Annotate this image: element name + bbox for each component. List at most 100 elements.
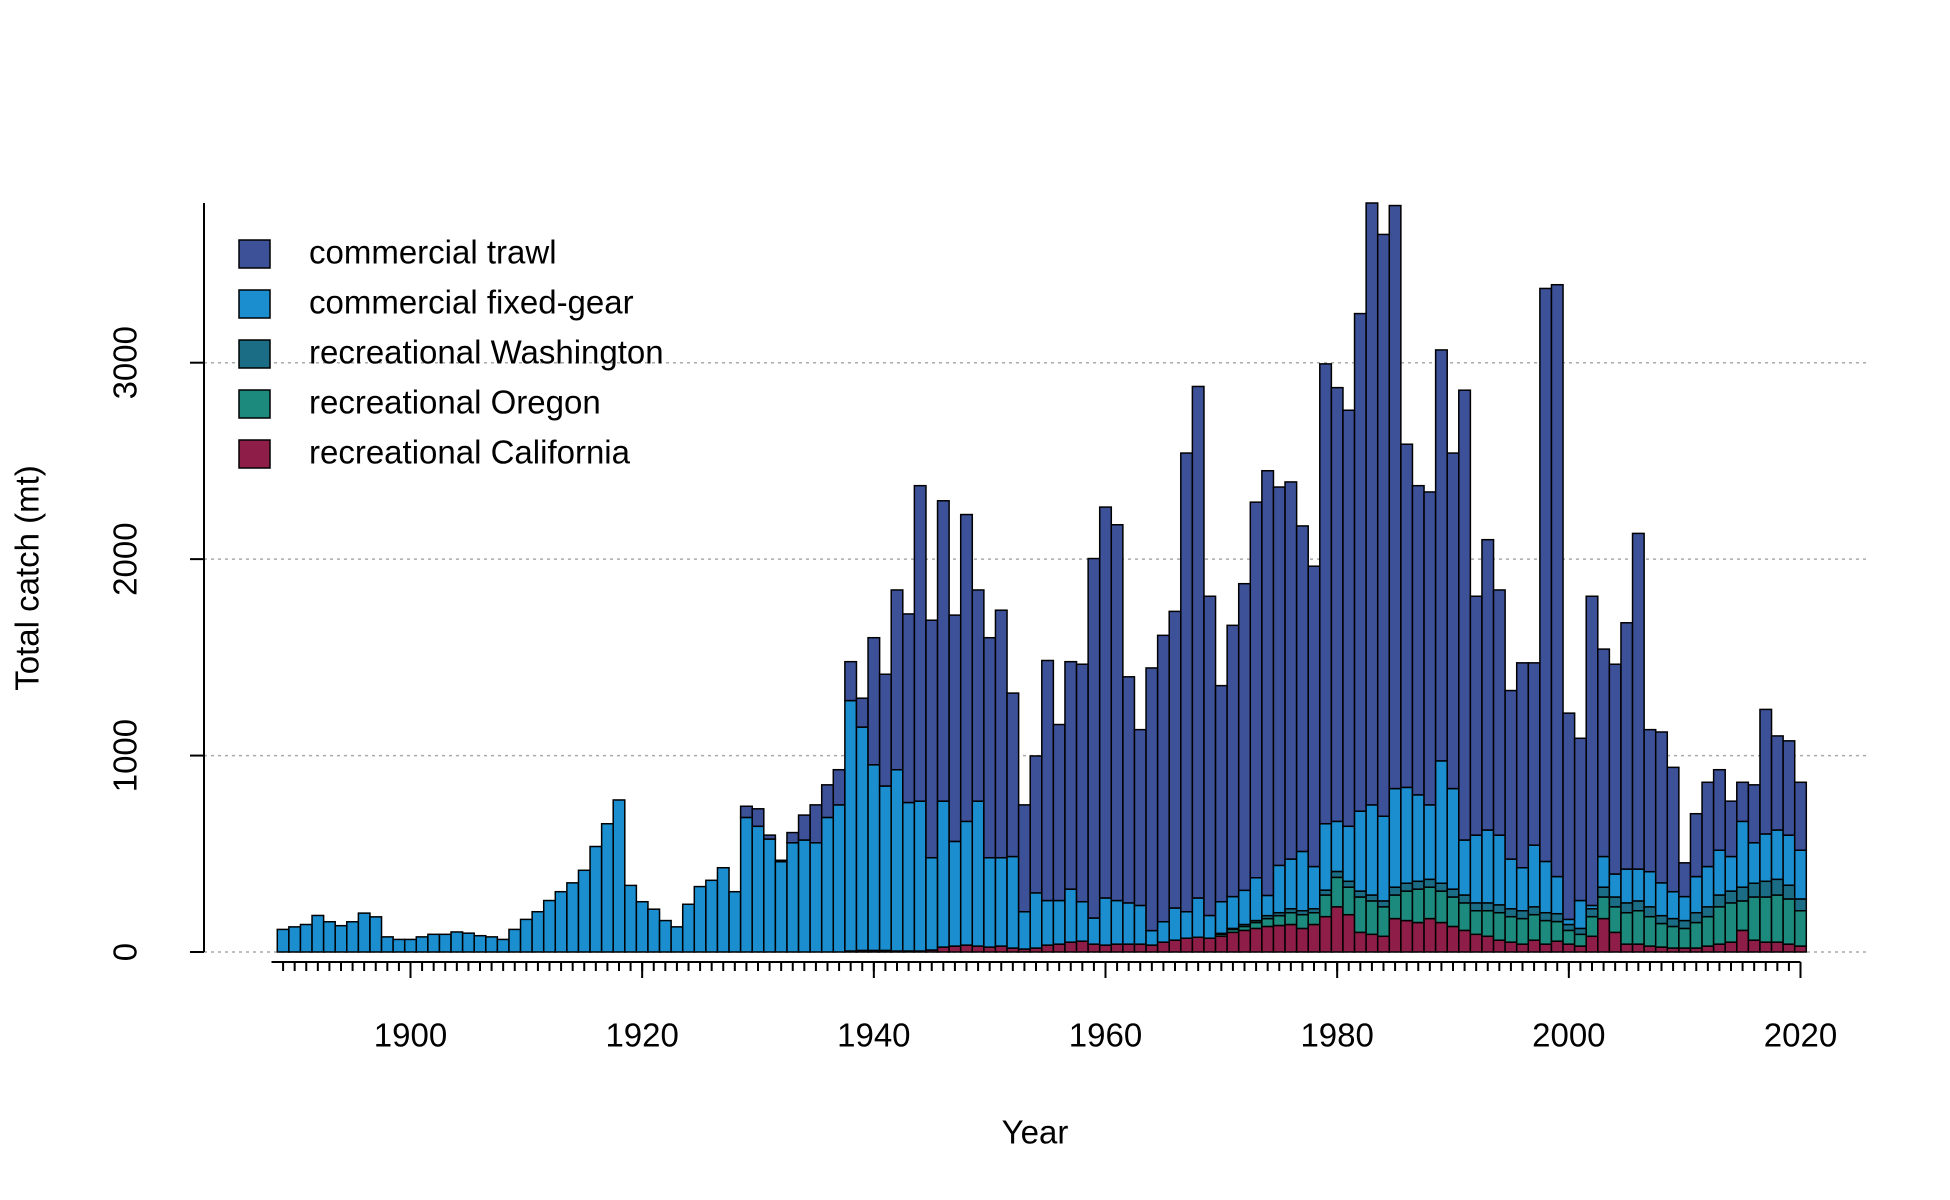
y-tick-label: 3000 bbox=[107, 326, 144, 399]
bar-segment bbox=[971, 800, 985, 947]
bar-segment bbox=[1782, 943, 1796, 953]
bar-segment bbox=[925, 856, 939, 951]
bar-segment bbox=[1631, 900, 1645, 912]
y-tick-label: 1000 bbox=[107, 719, 144, 792]
bar-segment bbox=[1029, 892, 1043, 949]
x-tick-label: 1940 bbox=[837, 1017, 910, 1054]
bar-segment bbox=[1469, 933, 1483, 953]
bar-segment bbox=[1793, 945, 1808, 953]
bar-segment bbox=[1620, 943, 1634, 953]
bar-segment bbox=[867, 764, 881, 952]
bar-segment bbox=[1400, 919, 1414, 953]
bar-segment bbox=[1469, 902, 1483, 912]
bar-segment bbox=[1550, 283, 1564, 878]
bar-segment bbox=[1573, 945, 1587, 953]
bar-segment bbox=[1006, 855, 1020, 949]
bar-segment bbox=[1515, 866, 1530, 912]
bar-segment bbox=[1423, 878, 1437, 888]
bar-segment bbox=[855, 726, 869, 952]
bar-segment bbox=[1458, 929, 1472, 953]
bar-segment bbox=[1388, 894, 1402, 920]
bar-segment bbox=[1365, 202, 1379, 806]
bar-segment bbox=[1562, 712, 1576, 921]
bar-segment bbox=[1539, 943, 1553, 953]
bar-segment bbox=[461, 932, 475, 953]
bar-segment bbox=[936, 800, 950, 948]
bar-segment bbox=[1458, 894, 1472, 904]
bar-segment bbox=[786, 831, 800, 844]
x-tick-label: 1960 bbox=[1069, 1017, 1142, 1054]
bar-segment bbox=[1573, 737, 1587, 902]
bar-segment bbox=[1388, 917, 1402, 953]
bar-segment bbox=[1446, 925, 1460, 953]
bar-segment bbox=[1110, 524, 1124, 902]
bar-segment bbox=[1284, 923, 1298, 953]
bar-segment bbox=[566, 882, 580, 953]
bar-segment bbox=[797, 839, 811, 953]
bar-segment bbox=[1261, 917, 1275, 928]
bar-segment bbox=[1365, 804, 1379, 896]
bar-segment bbox=[1597, 855, 1611, 888]
bar-segment bbox=[1365, 900, 1379, 936]
bar-segment bbox=[1400, 786, 1414, 884]
bar-segment bbox=[1770, 941, 1784, 953]
bar-segment bbox=[1562, 943, 1576, 953]
bar-segment bbox=[1597, 886, 1611, 898]
bar-segment bbox=[1481, 538, 1495, 831]
bar-segment bbox=[1585, 935, 1599, 953]
bar-segment bbox=[1272, 914, 1286, 927]
bar-segment bbox=[1620, 911, 1634, 945]
bar-segment bbox=[519, 918, 533, 953]
bar-segment bbox=[1597, 648, 1611, 858]
bar-segment bbox=[1759, 880, 1773, 898]
bar-segment bbox=[1712, 894, 1726, 908]
bar-segment bbox=[728, 890, 742, 953]
bar-segment bbox=[959, 820, 974, 946]
bar-segment bbox=[1527, 906, 1541, 916]
bar-segment bbox=[948, 614, 962, 843]
bar-segment bbox=[612, 799, 626, 953]
legend-label: recreational California bbox=[309, 434, 631, 471]
bar-segment bbox=[1446, 888, 1460, 898]
bar-segment bbox=[1504, 908, 1518, 918]
bar-segment bbox=[1319, 822, 1333, 891]
bar-segment bbox=[1423, 886, 1437, 920]
bar-segment bbox=[1434, 921, 1448, 953]
bar-segment bbox=[1203, 595, 1217, 917]
bar-segment bbox=[1631, 943, 1645, 953]
bar-segment bbox=[983, 636, 997, 859]
bar-segment bbox=[670, 926, 684, 953]
bar-segment bbox=[1550, 920, 1564, 942]
bar-segment bbox=[1075, 663, 1089, 903]
bar-segment bbox=[1597, 896, 1611, 920]
bar-segment bbox=[1458, 902, 1472, 932]
bar-segment bbox=[1087, 557, 1101, 919]
bar-segment bbox=[913, 484, 927, 802]
bar-segment bbox=[1214, 684, 1228, 903]
x-tick-label: 1980 bbox=[1300, 1017, 1373, 1054]
bar-segment bbox=[1539, 919, 1553, 945]
bar-segment bbox=[1608, 931, 1622, 953]
bar-segment bbox=[1295, 525, 1309, 853]
bar-segment bbox=[1052, 943, 1066, 953]
bar-segment bbox=[1295, 850, 1309, 912]
bar-segment bbox=[1562, 923, 1576, 932]
legend-label: recreational Oregon bbox=[309, 384, 601, 421]
bar-segment bbox=[1017, 910, 1031, 950]
bar-segment bbox=[1191, 936, 1205, 953]
bar-segment bbox=[844, 699, 858, 952]
bar-segment bbox=[948, 840, 962, 947]
legend-swatch bbox=[238, 289, 271, 319]
bar-segment bbox=[1376, 935, 1391, 953]
bar-segment bbox=[1515, 909, 1530, 920]
bar-segment bbox=[1353, 312, 1367, 812]
bar-segment bbox=[1284, 481, 1298, 860]
bar-segment bbox=[1666, 925, 1680, 949]
bar-segment bbox=[1492, 904, 1506, 914]
bar-segment bbox=[1643, 915, 1657, 947]
bar-segment bbox=[1620, 868, 1634, 904]
bar-segment bbox=[1353, 896, 1367, 934]
bar-segment bbox=[1724, 902, 1738, 943]
bar-segment bbox=[1249, 927, 1263, 953]
